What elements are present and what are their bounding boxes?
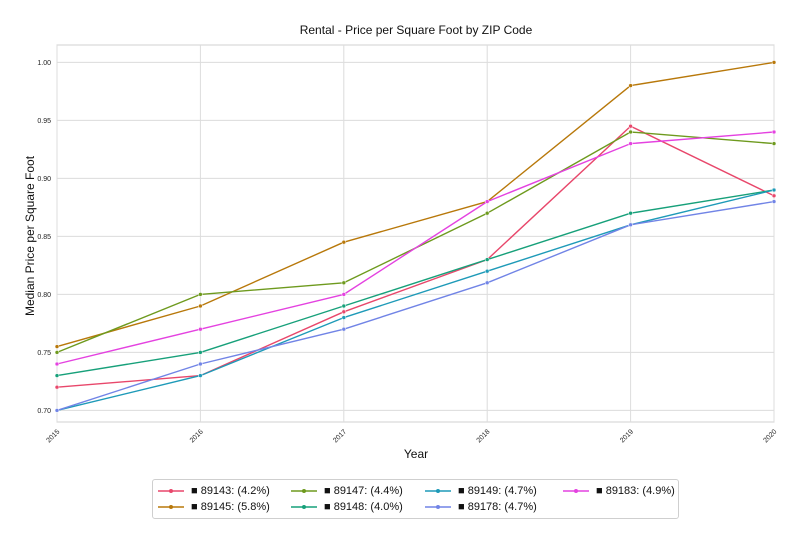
legend-label: ■ 89145: (5.8%) xyxy=(191,501,270,513)
legend-swatch-89148 xyxy=(291,505,317,509)
x-tick-label: 2018 xyxy=(476,428,492,444)
legend-item-89145: ■ 89145: (5.8%) xyxy=(157,499,270,515)
data-point-89148 xyxy=(628,210,633,216)
legend-label: ■ 89183: (4.9%) xyxy=(596,485,675,497)
data-point-89145 xyxy=(198,303,203,309)
data-point-89149 xyxy=(198,373,203,378)
series-line-89183 xyxy=(56,131,775,365)
data-point-89143 xyxy=(54,384,60,390)
data-point-89147 xyxy=(198,292,203,297)
data-point-89183 xyxy=(771,129,777,135)
data-point-89145 xyxy=(771,60,777,65)
data-point-89148 xyxy=(198,350,203,355)
x-tick-label: 2016 xyxy=(189,428,205,444)
x-axis-title: Year xyxy=(404,447,428,461)
legend-swatch-89183 xyxy=(563,489,589,493)
series-line-89178 xyxy=(56,200,775,412)
x-tick-label: 2017 xyxy=(332,428,348,444)
data-point-89183 xyxy=(628,141,633,146)
data-point-89147 xyxy=(628,129,633,135)
data-point-89183 xyxy=(484,199,490,204)
plot-frame xyxy=(56,44,775,423)
legend-item-89143: ■ 89143: (4.2%) xyxy=(157,483,270,499)
data-point-89145 xyxy=(341,239,347,245)
series-line-89148 xyxy=(56,189,775,377)
legend-swatch-89147 xyxy=(291,489,317,493)
legend-label: ■ 89143: (4.2%) xyxy=(191,485,270,497)
x-tick-label: 2020 xyxy=(762,428,778,444)
data-point-89178 xyxy=(771,199,777,204)
y-tick-label: 1.00 xyxy=(37,60,51,67)
legend-swatch-89149 xyxy=(425,489,451,493)
y-tick-label: 0.95 xyxy=(37,118,51,125)
data-point-89148 xyxy=(484,257,490,262)
data-point-89148 xyxy=(341,303,347,309)
data-point-89148 xyxy=(54,373,60,378)
legend-swatch-89145 xyxy=(158,505,184,509)
series-line-89145 xyxy=(56,61,775,348)
data-point-89147 xyxy=(771,141,777,146)
x-tick-label: 2019 xyxy=(619,428,635,444)
data-point-89183 xyxy=(341,292,347,297)
data-point-89178 xyxy=(484,280,490,286)
legend-label: ■ 89149: (4.7%) xyxy=(458,485,537,497)
data-point-89183 xyxy=(54,361,60,367)
legend-item-89148: ■ 89148: (4.0%) xyxy=(290,499,403,515)
data-point-89178 xyxy=(54,408,60,413)
data-point-89149 xyxy=(484,268,490,274)
data-point-89147 xyxy=(54,350,60,355)
legend-label: ■ 89178: (4.7%) xyxy=(458,501,537,513)
chart-legend: ■ 89143: (4.2%) ■ 89145: (5.8%) ■ 89147: (… xyxy=(152,479,679,519)
legend-item-89147: ■ 89147: (4.4%) xyxy=(290,483,403,499)
data-point-89143 xyxy=(628,123,633,129)
data-point-89178 xyxy=(628,222,633,228)
data-point-89149 xyxy=(341,315,347,320)
data-point-89145 xyxy=(54,344,60,349)
data-point-89178 xyxy=(341,326,347,332)
data-point-89183 xyxy=(198,326,203,332)
chart-title: Rental - Price per Square Foot by ZIP Co… xyxy=(300,23,533,37)
y-tick-label: 0.70 xyxy=(37,408,51,415)
series-line-89143 xyxy=(56,125,775,388)
data-point-89149 xyxy=(771,187,777,193)
legend-swatch-89178 xyxy=(425,505,451,509)
legend-item-89149: ■ 89149: (4.7%) xyxy=(424,483,537,499)
legend-label: ■ 89147: (4.4%) xyxy=(324,485,403,497)
legend-item-89178: ■ 89178: (4.7%) xyxy=(424,499,537,515)
data-point-89147 xyxy=(341,280,347,286)
y-tick-label: 0.80 xyxy=(37,292,51,299)
y-tick-label: 0.75 xyxy=(37,350,51,357)
series-line-89149 xyxy=(56,189,775,412)
plot-area: 2015 2016 2017 2018 2019 2020 0.70 0.75 0.80 0.85… xyxy=(37,44,778,444)
data-point-89143 xyxy=(771,193,777,199)
data-point-89147 xyxy=(484,210,490,216)
y-tick-label: 0.90 xyxy=(37,176,51,183)
legend-item-89183: ■ 89183: (4.9%) xyxy=(562,483,675,499)
data-point-89143 xyxy=(341,309,347,315)
y-tick-label: 0.85 xyxy=(37,234,51,241)
data-point-89178 xyxy=(198,361,203,367)
x-tick-label: 2015 xyxy=(45,428,61,444)
legend-label: ■ 89148: (4.0%) xyxy=(324,501,403,513)
y-axis-title: Median Price per Square Foot xyxy=(23,155,37,316)
data-point-89145 xyxy=(628,83,633,88)
legend-swatch-89143 xyxy=(158,489,184,493)
